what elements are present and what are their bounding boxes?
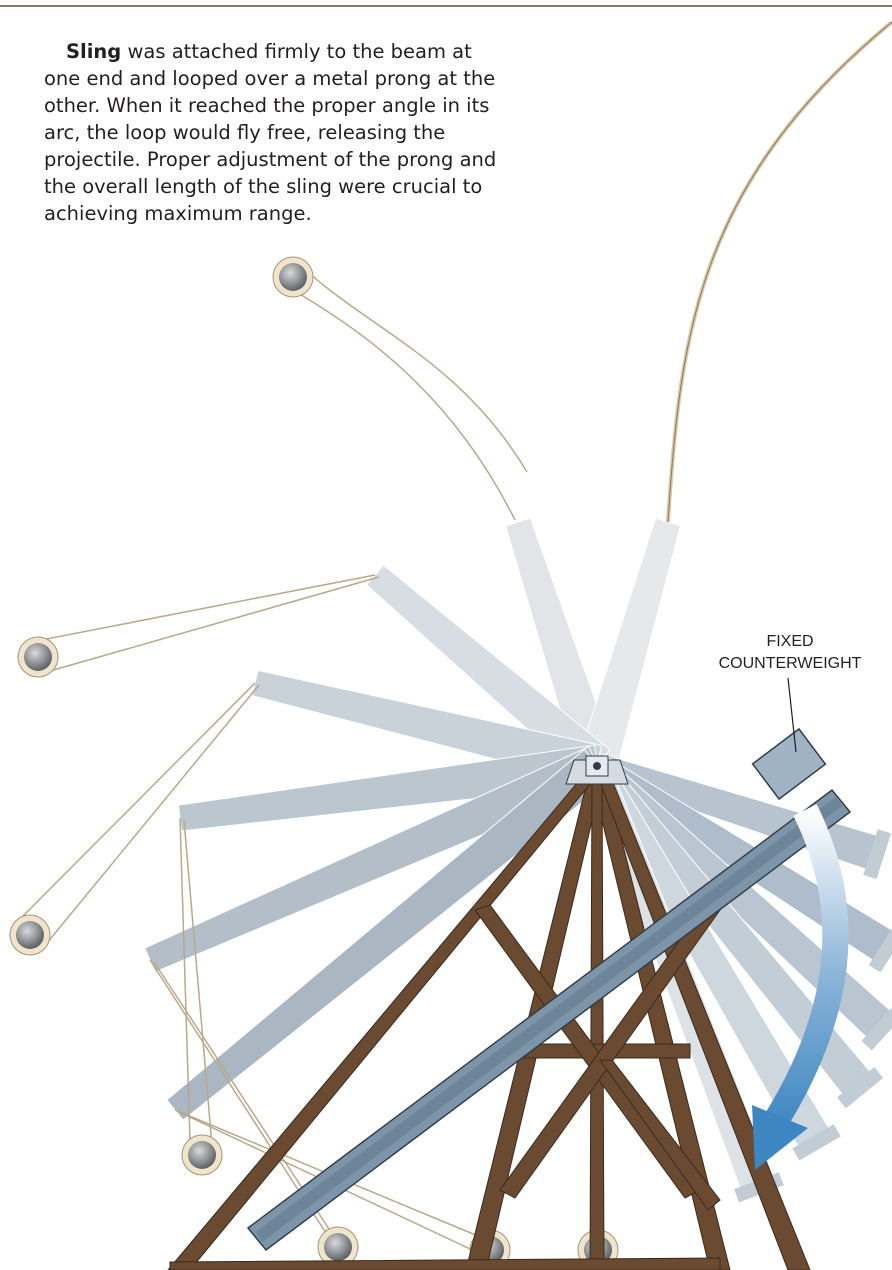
counterweight-ghost <box>863 829 892 880</box>
counterweight-ghost <box>868 924 892 973</box>
lead-word: Sling <box>66 40 122 63</box>
sling <box>183 819 215 1170</box>
projectile <box>279 263 307 291</box>
sling <box>179 817 191 1142</box>
projectile <box>24 643 52 671</box>
sling <box>666 20 892 523</box>
caption-text: was attached firmly to the beam at one e… <box>44 40 497 225</box>
sling <box>41 684 260 950</box>
sling <box>292 263 528 521</box>
projectile <box>16 921 44 949</box>
caption: Sling was attached firmly to the beam at… <box>44 38 514 227</box>
label: COUNTERWEIGHT <box>719 655 862 672</box>
frame <box>167 769 811 1270</box>
counterweight-ghost <box>792 1124 841 1161</box>
top-rule <box>0 5 892 7</box>
sling-edge <box>667 21 892 523</box>
arrow-head <box>752 1105 808 1170</box>
sling <box>25 574 376 644</box>
slings <box>17 574 503 1265</box>
counterweight-ghost <box>861 1005 892 1051</box>
ghost-beam <box>577 517 682 772</box>
sling <box>17 682 256 922</box>
projectile <box>324 1233 352 1261</box>
motion-arrow <box>759 804 849 1138</box>
sling <box>49 576 380 672</box>
label: FIXED <box>766 633 813 650</box>
counterweight-ghost <box>837 1067 884 1109</box>
leader-line <box>787 677 797 753</box>
sling <box>149 959 327 1234</box>
main-beam <box>246 727 852 1252</box>
projectile <box>188 1141 216 1169</box>
